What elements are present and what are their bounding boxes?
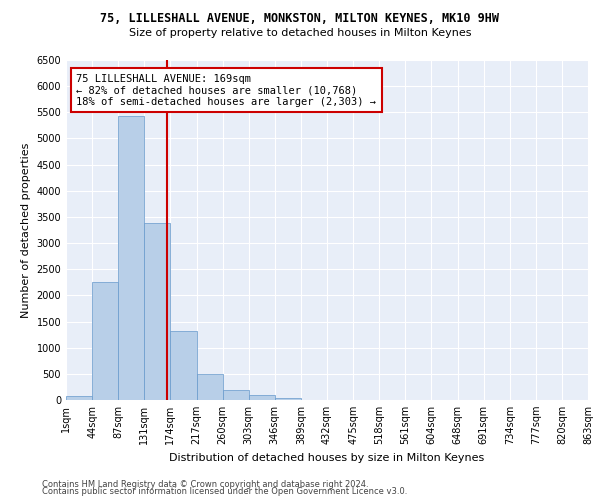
Bar	[197, 374, 223, 400]
Text: Contains HM Land Registry data © Crown copyright and database right 2024.: Contains HM Land Registry data © Crown c…	[42, 480, 368, 489]
Bar	[249, 396, 275, 400]
X-axis label: Distribution of detached houses by size in Milton Keynes: Distribution of detached houses by size …	[169, 452, 485, 462]
Text: 75, LILLESHALL AVENUE, MONKSTON, MILTON KEYNES, MK10 9HW: 75, LILLESHALL AVENUE, MONKSTON, MILTON …	[101, 12, 499, 26]
Text: 75 LILLESHALL AVENUE: 169sqm
← 82% of detached houses are smaller (10,768)
18% o: 75 LILLESHALL AVENUE: 169sqm ← 82% of de…	[76, 74, 376, 107]
Bar	[275, 398, 301, 400]
Bar	[223, 390, 249, 400]
Bar	[145, 223, 170, 400]
Text: Size of property relative to detached houses in Milton Keynes: Size of property relative to detached ho…	[129, 28, 471, 38]
Bar	[92, 282, 118, 400]
Text: Contains public sector information licensed under the Open Government Licence v3: Contains public sector information licen…	[42, 488, 407, 496]
Y-axis label: Number of detached properties: Number of detached properties	[21, 142, 31, 318]
Bar	[170, 332, 197, 400]
Bar	[118, 116, 145, 400]
Bar	[66, 396, 92, 400]
